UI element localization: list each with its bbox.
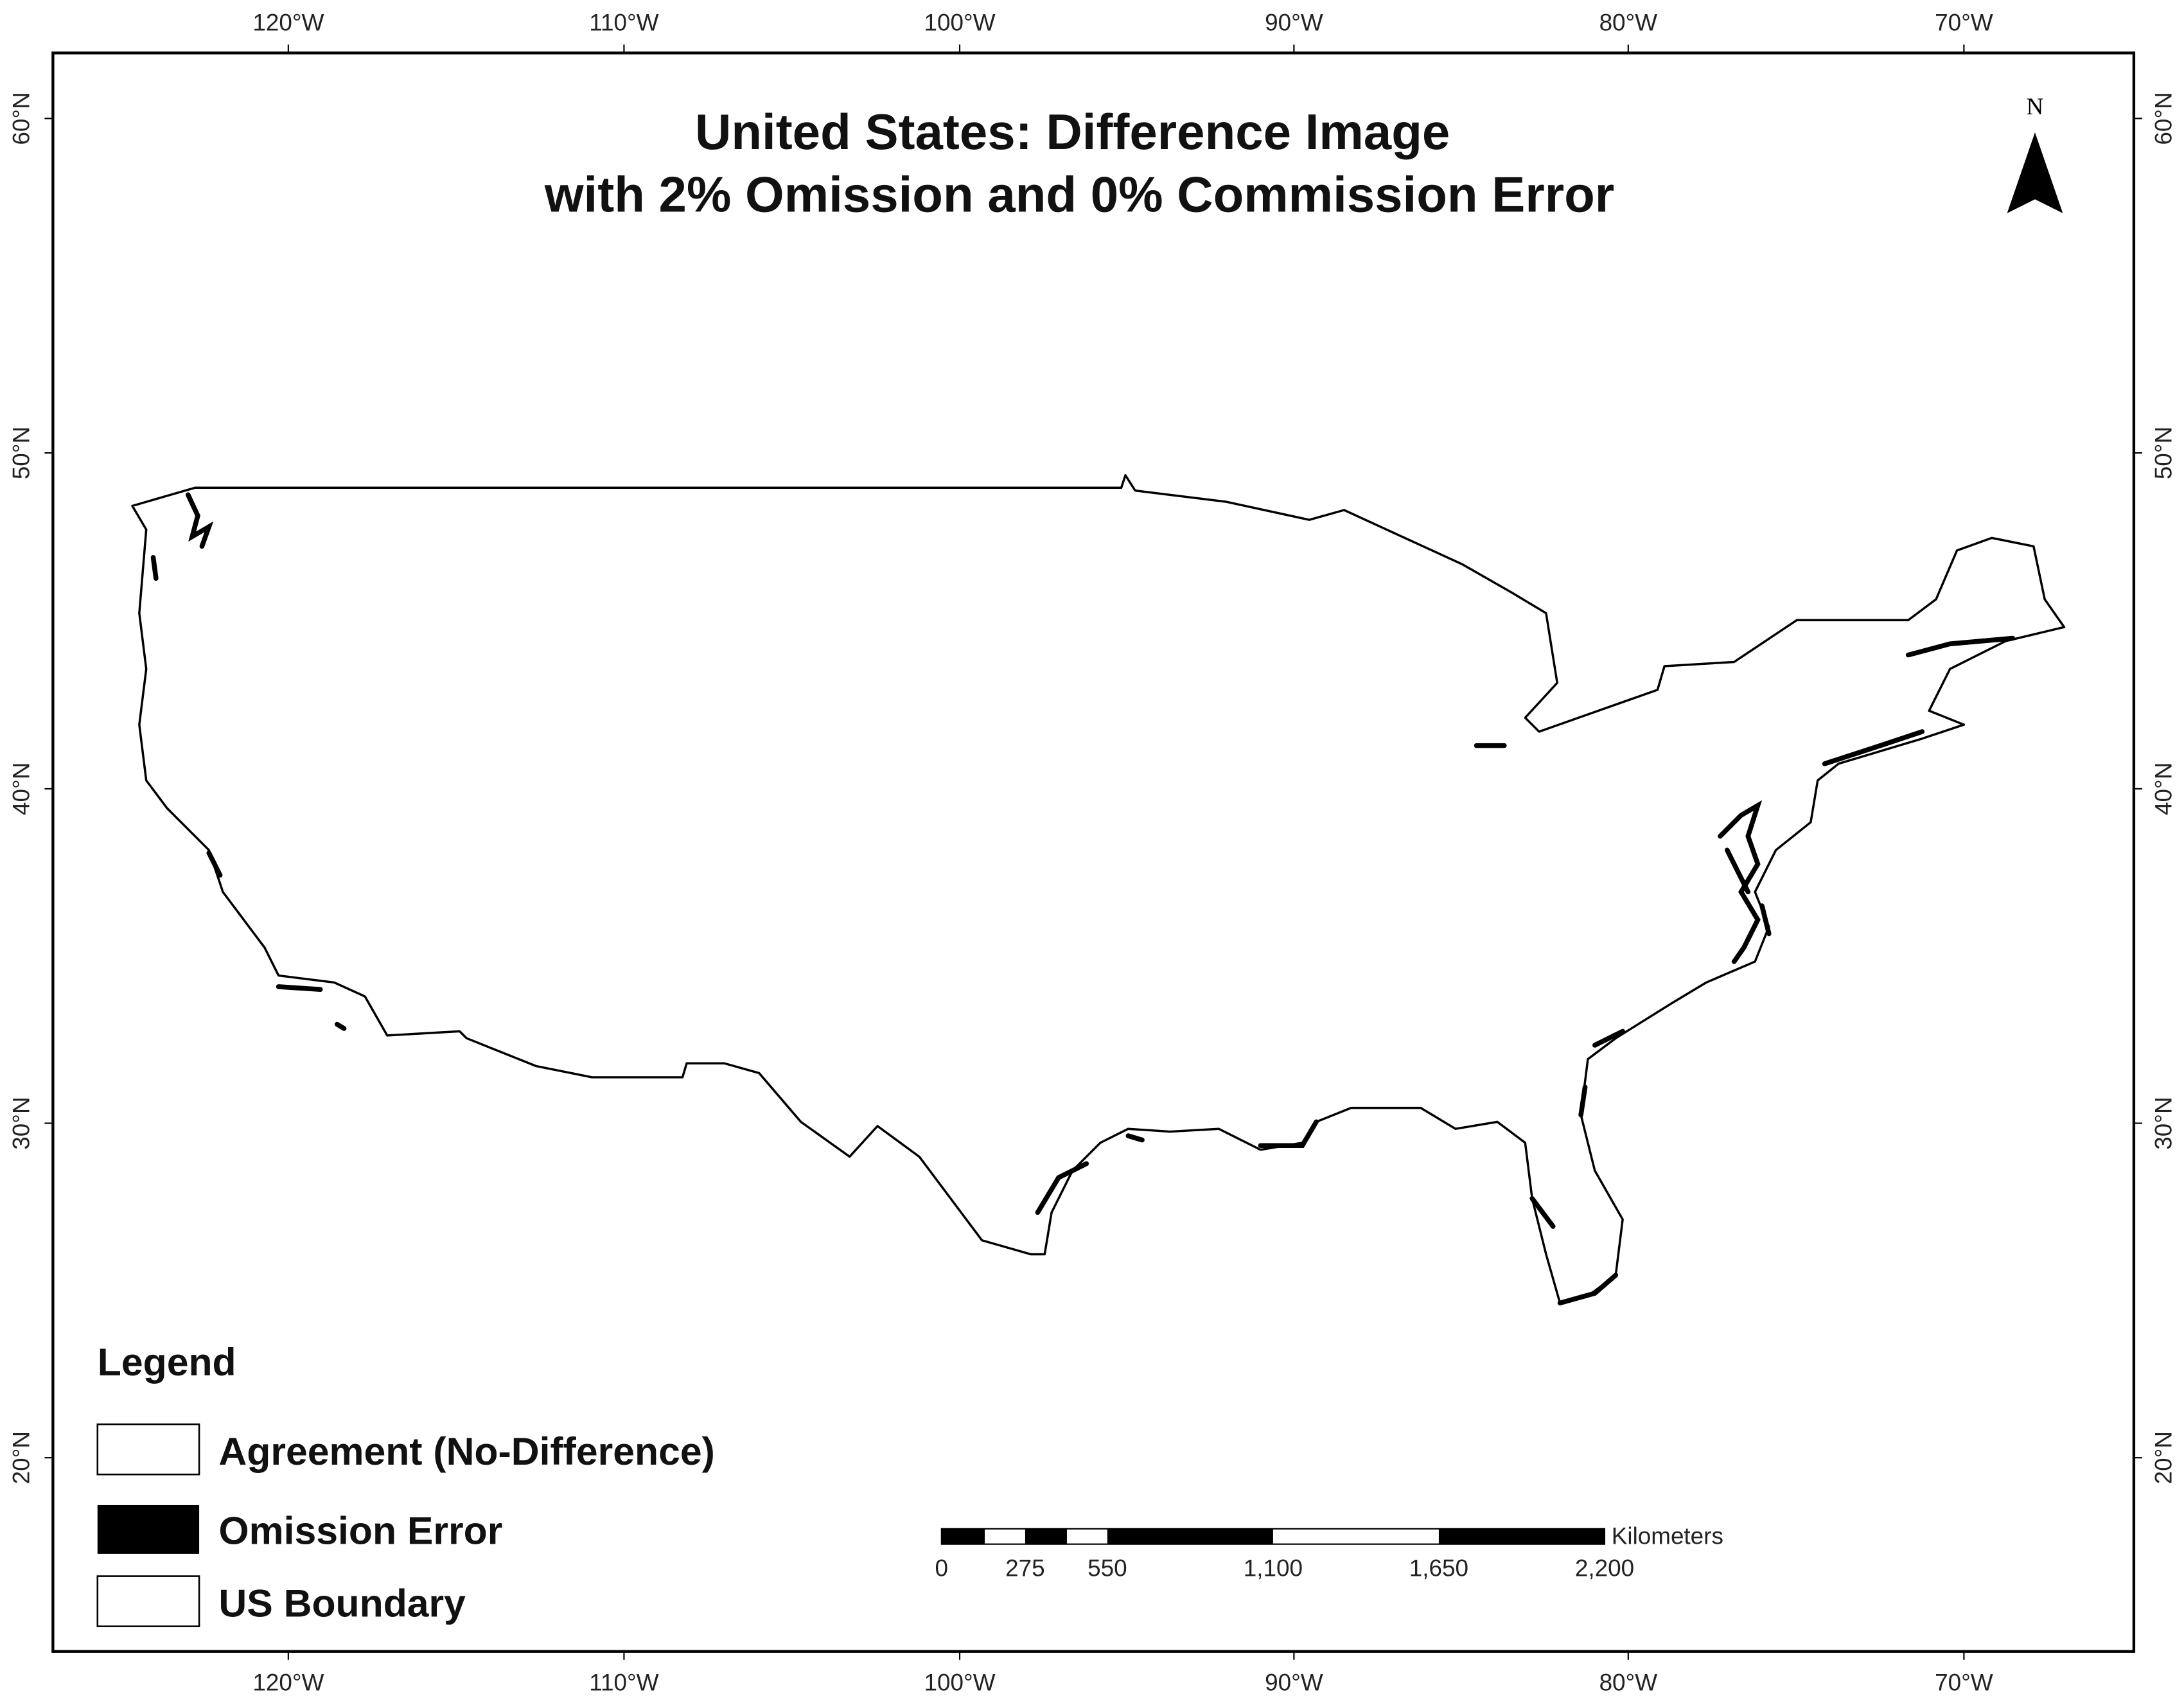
graticule-labels: 120°W 120°W 110°W 110°W 100°W 100°W 90°W 90°W 80… bbox=[8, 10, 2177, 1696]
omission-area bbox=[185, 492, 214, 549]
omission-area bbox=[1724, 847, 1772, 937]
longitude-label: 70°W bbox=[1935, 1669, 1993, 1695]
latitude-label: 30°N bbox=[2150, 1097, 2176, 1149]
legend-label: Omission Error bbox=[218, 1509, 502, 1553]
legend-title: Legend bbox=[98, 1340, 236, 1384]
scale-label: 2,200 bbox=[1575, 1555, 1634, 1582]
omission-area bbox=[150, 554, 159, 581]
longitude-label: 80°W bbox=[1599, 10, 1658, 36]
longitude-label: 100°W bbox=[924, 10, 996, 36]
latitude-label: 40°N bbox=[2150, 763, 2176, 815]
longitude-label: 70°W bbox=[1935, 10, 1993, 36]
omission-area bbox=[1035, 1119, 1319, 1215]
omission-area bbox=[206, 850, 347, 1031]
map-subtitle: with 2% Omission and 0% Commission Error bbox=[544, 166, 1614, 223]
longitude-label: 110°W bbox=[589, 1669, 658, 1695]
legend-label: US Boundary bbox=[218, 1581, 466, 1625]
omission-area bbox=[1578, 1028, 1625, 1118]
longitude-label: 100°W bbox=[924, 1669, 996, 1695]
latitude-label: 50°N bbox=[8, 427, 35, 479]
map-title: United States: Difference Image bbox=[695, 103, 1450, 160]
north-label: N bbox=[2027, 93, 2044, 119]
latitude-label: 50°N bbox=[2150, 427, 2176, 479]
scale-bar bbox=[940, 1528, 1606, 1545]
scale-label: 550 bbox=[1088, 1555, 1127, 1582]
latitude-label: 20°N bbox=[8, 1431, 35, 1484]
omission-areas bbox=[150, 492, 2016, 1306]
longitude-label: 90°W bbox=[1265, 1669, 1323, 1695]
latitude-label: 60°N bbox=[8, 92, 35, 145]
longitude-label: 110°W bbox=[589, 10, 658, 36]
scale-label: 0 bbox=[935, 1555, 948, 1582]
scale-label: 275 bbox=[1005, 1555, 1044, 1582]
scale-label: 1,100 bbox=[1244, 1555, 1303, 1582]
longitude-label: 90°W bbox=[1265, 10, 1323, 36]
north-arrow bbox=[2007, 132, 2063, 213]
legend-swatch bbox=[97, 1504, 200, 1554]
omission-area bbox=[1529, 1196, 1619, 1306]
omission-area bbox=[1718, 800, 1763, 964]
latitude-label: 20°N bbox=[2150, 1431, 2176, 1484]
latitude-label: 40°N bbox=[8, 763, 35, 815]
longitude-label: 80°W bbox=[1599, 1669, 1658, 1695]
longitude-label: 120°W bbox=[252, 1669, 324, 1695]
legend-swatch bbox=[96, 1423, 200, 1476]
scale-label: 1,650 bbox=[1409, 1555, 1468, 1582]
omission-area bbox=[1822, 635, 2016, 766]
longitude-label: 120°W bbox=[252, 10, 324, 36]
legend-label: Agreement (No-Difference) bbox=[218, 1429, 714, 1473]
legend-swatch bbox=[96, 1575, 200, 1627]
latitude-label: 60°N bbox=[2150, 92, 2176, 145]
scale-unit: Kilometers bbox=[1612, 1523, 1723, 1549]
latitude-label: 30°N bbox=[8, 1097, 35, 1149]
